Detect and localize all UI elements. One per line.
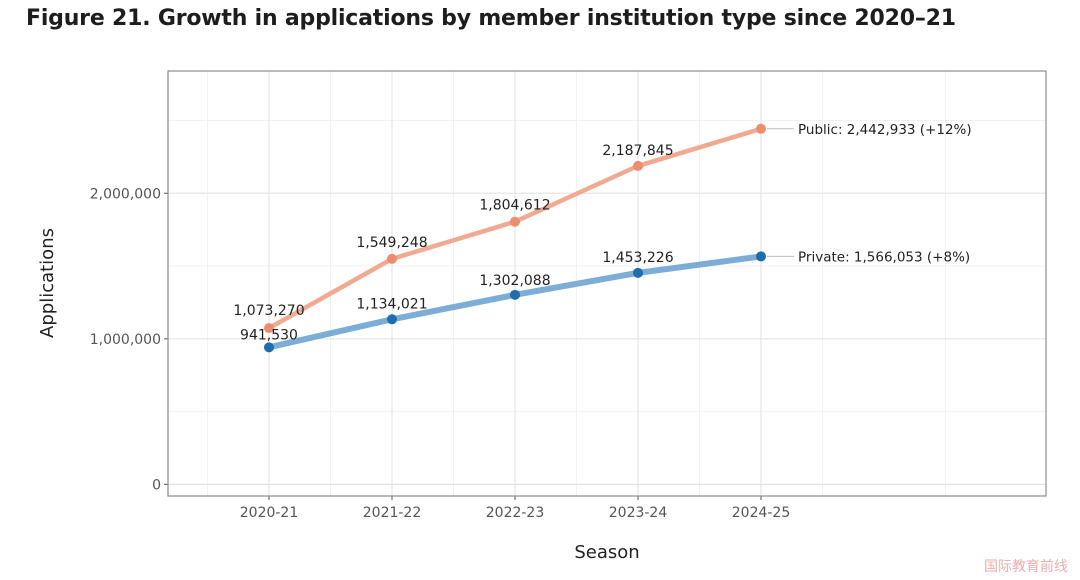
y-tick-label: 2,000,000 xyxy=(90,186,161,202)
data-point-public xyxy=(510,216,520,227)
data-labels: 1,073,270 1,549,248 1,804,612 2,187,845 Publ… xyxy=(233,122,971,344)
plot-panel xyxy=(168,71,1046,496)
data-point-public xyxy=(633,160,643,171)
data-label-public: 1,549,248 xyxy=(356,235,427,251)
end-label-private: Private: 1,566,053 (+8%) xyxy=(798,249,970,265)
x-tick-label: 2020-21 xyxy=(240,505,299,521)
data-label-public: 1,073,270 xyxy=(233,303,304,319)
data-point-private xyxy=(264,342,274,353)
axes: 0 1,000,000 2,000,000 2020-21 2021-22 2022-23… xyxy=(90,70,1047,521)
x-tick-label: 2022-23 xyxy=(486,505,545,521)
y-tick-label: 0 xyxy=(152,477,161,493)
data-label-private: 1,453,226 xyxy=(602,250,673,266)
data-label-private: 1,302,088 xyxy=(479,273,550,289)
x-axis-title: Season xyxy=(574,542,639,563)
y-axis-title: Applications xyxy=(37,228,58,338)
data-label-private: 941,530 xyxy=(240,327,298,343)
data-point-public xyxy=(387,253,397,264)
watermark: 国际教育前线 xyxy=(984,559,1068,575)
x-tick-label: 2024-25 xyxy=(732,505,791,521)
data-label-private: 1,134,021 xyxy=(356,296,427,312)
x-tick-label: 2021-22 xyxy=(363,505,422,521)
data-point-private xyxy=(387,314,397,325)
figure-title: Figure 21. Growth in applications by mem… xyxy=(26,6,956,31)
data-point-public xyxy=(264,323,274,334)
data-label-public: 2,187,845 xyxy=(602,143,673,159)
data-point-private xyxy=(633,267,643,278)
x-tick-label: 2023-24 xyxy=(609,505,668,521)
data-point-private xyxy=(510,289,520,300)
data-label-public: 1,804,612 xyxy=(479,198,550,214)
plot-border xyxy=(167,70,1047,497)
y-tick-label: 1,000,000 xyxy=(90,332,161,348)
data-point-public xyxy=(756,123,766,134)
series-lines xyxy=(264,123,766,353)
data-point-private xyxy=(756,251,766,262)
end-label-public: Public: 2,442,933 (+12%) xyxy=(798,122,972,138)
